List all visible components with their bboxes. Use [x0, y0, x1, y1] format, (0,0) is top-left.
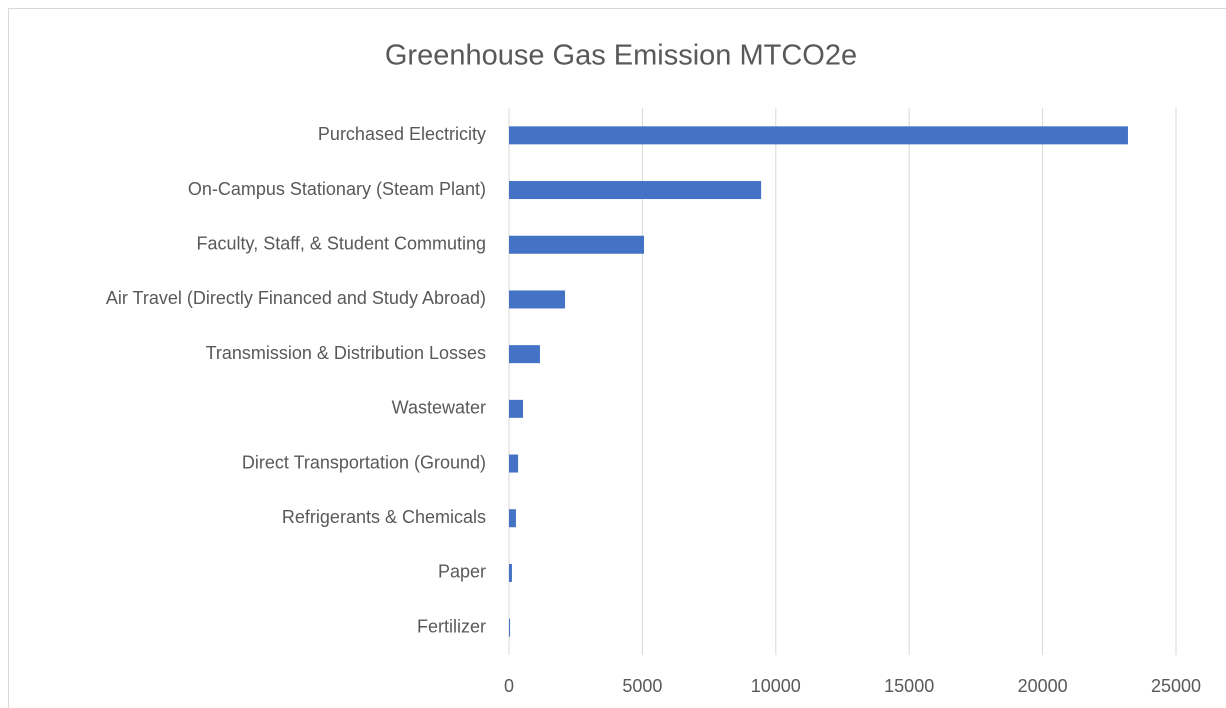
y-tick-label: Faculty, Staff, & Student Commuting: [197, 234, 486, 254]
x-tick-label: 25000: [1151, 676, 1201, 696]
x-tick-label: 15000: [884, 676, 934, 696]
bar: [509, 509, 516, 528]
y-tick-label: Direct Transportation (Ground): [242, 452, 486, 472]
bar: [509, 345, 540, 364]
y-tick-label: Refrigerants & Chemicals: [282, 507, 486, 527]
bar: [509, 235, 645, 254]
bar: [509, 290, 566, 309]
y-tick-label: Air Travel (Directly Financed and Study …: [106, 288, 486, 308]
x-tick-label: 20000: [1018, 676, 1068, 696]
y-tick-label: Purchased Electricity: [318, 124, 486, 144]
y-tick-label: On-Campus Stationary (Steam Plant): [188, 179, 486, 199]
chart-frame: [8, 8, 1226, 708]
bar: [509, 563, 512, 582]
y-tick-label: Wastewater: [392, 398, 486, 418]
x-tick-label: 10000: [751, 676, 801, 696]
bar: [509, 399, 524, 418]
bar: [509, 126, 1128, 145]
y-tick-label: Fertilizer: [417, 616, 486, 636]
bar: [509, 181, 762, 200]
bar: [509, 618, 511, 637]
y-tick-label: Transmission & Distribution Losses: [206, 343, 486, 363]
y-tick-label: Paper: [438, 562, 486, 582]
x-tick-label: 5000: [622, 676, 662, 696]
bar: [509, 454, 519, 473]
chart-title: Greenhouse Gas Emission MTCO2e: [385, 40, 857, 72]
x-tick-label: 0: [504, 676, 514, 696]
